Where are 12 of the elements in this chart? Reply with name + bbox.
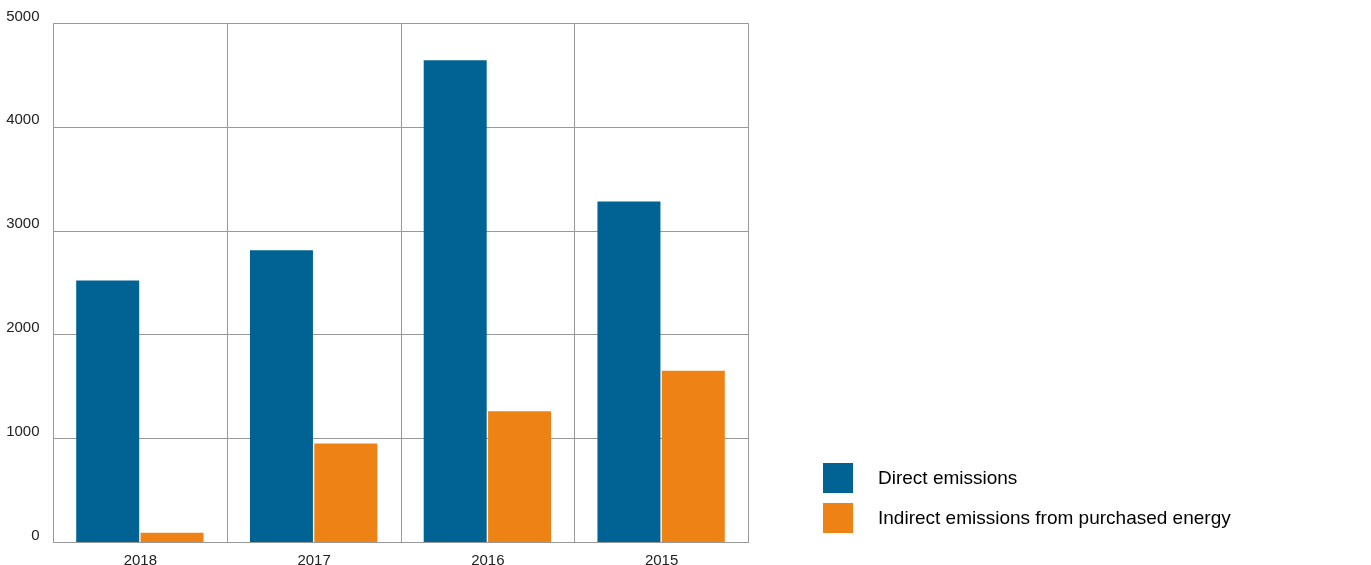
y-tick-label: 5000 (6, 6, 40, 24)
x-tick-label: 2016 (471, 550, 505, 565)
y-tick-label: 0 (31, 525, 40, 543)
y-tick-label: 1000 (6, 421, 40, 439)
y-tick-label: 4000 (6, 110, 40, 128)
legend-label: Direct emissions (878, 467, 1018, 488)
x-tick-label: 2018 (123, 550, 158, 565)
x-tick-label: 2017 (297, 550, 331, 565)
legend-label: Indirect emissions from purchased energy (878, 507, 1232, 528)
y-tick-label: 3000 (6, 214, 40, 232)
y-tick-label: 2000 (6, 317, 40, 335)
x-tick-label: 2015 (644, 550, 679, 565)
